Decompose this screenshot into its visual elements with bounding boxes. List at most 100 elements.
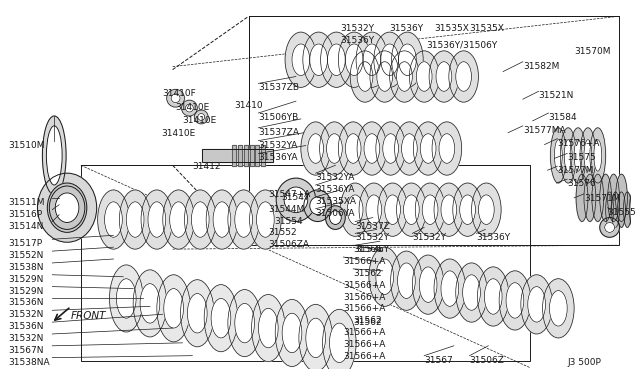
Text: 31506YA: 31506YA: [316, 209, 355, 218]
Bar: [261, 145, 266, 166]
Ellipse shape: [275, 299, 308, 366]
Ellipse shape: [574, 140, 582, 171]
Text: 31506YB: 31506YB: [259, 113, 299, 122]
Text: 31529N: 31529N: [8, 275, 44, 284]
Ellipse shape: [629, 192, 637, 227]
Ellipse shape: [484, 279, 502, 314]
Text: 31577M: 31577M: [557, 166, 594, 175]
Ellipse shape: [439, 134, 455, 163]
Ellipse shape: [506, 283, 524, 318]
Ellipse shape: [323, 309, 356, 372]
Text: 31412: 31412: [193, 162, 221, 171]
Ellipse shape: [141, 190, 173, 249]
Ellipse shape: [600, 218, 620, 237]
Ellipse shape: [395, 122, 424, 175]
Ellipse shape: [188, 294, 207, 333]
Ellipse shape: [330, 323, 349, 363]
Ellipse shape: [383, 134, 399, 163]
Text: 31584: 31584: [548, 113, 577, 122]
Bar: [255, 145, 259, 166]
Text: 31554: 31554: [274, 217, 303, 225]
Ellipse shape: [385, 195, 401, 224]
Text: 31566+A: 31566+A: [343, 340, 386, 349]
Text: 31562: 31562: [353, 316, 382, 325]
Ellipse shape: [282, 313, 302, 353]
Text: 31517P: 31517P: [8, 239, 42, 248]
Ellipse shape: [206, 190, 237, 249]
Text: 31567N: 31567N: [8, 346, 44, 355]
Ellipse shape: [299, 304, 332, 372]
Ellipse shape: [235, 202, 253, 237]
Ellipse shape: [357, 62, 373, 91]
Ellipse shape: [357, 122, 387, 175]
Text: 31566+A: 31566+A: [343, 304, 386, 313]
Ellipse shape: [213, 202, 231, 237]
Ellipse shape: [350, 51, 380, 102]
Text: 31536N: 31536N: [8, 298, 44, 307]
Ellipse shape: [592, 174, 604, 221]
Text: 31547+A: 31547+A: [268, 190, 310, 199]
Text: 31529N: 31529N: [8, 286, 44, 296]
Ellipse shape: [366, 195, 381, 224]
Text: 31566+A: 31566+A: [343, 292, 386, 302]
Ellipse shape: [554, 140, 563, 171]
Ellipse shape: [618, 192, 625, 227]
Ellipse shape: [580, 128, 596, 183]
Ellipse shape: [319, 122, 349, 175]
Text: 31536N: 31536N: [8, 322, 44, 331]
Ellipse shape: [370, 51, 399, 102]
Ellipse shape: [376, 259, 394, 295]
Ellipse shape: [195, 110, 208, 124]
Bar: [81, 165, 530, 360]
Text: 31566+A: 31566+A: [343, 281, 386, 290]
Ellipse shape: [304, 190, 332, 221]
Ellipse shape: [612, 192, 620, 227]
Bar: [248, 16, 618, 245]
Ellipse shape: [104, 202, 122, 237]
Ellipse shape: [363, 44, 381, 76]
Ellipse shape: [191, 202, 209, 237]
Ellipse shape: [420, 134, 436, 163]
Ellipse shape: [328, 44, 345, 76]
Ellipse shape: [441, 271, 459, 307]
Ellipse shape: [164, 289, 184, 328]
Text: 31535X: 31535X: [470, 24, 504, 33]
Ellipse shape: [303, 32, 335, 87]
Ellipse shape: [436, 62, 452, 91]
Text: 31410E: 31410E: [161, 129, 195, 138]
Ellipse shape: [359, 183, 388, 236]
Ellipse shape: [308, 134, 324, 163]
Ellipse shape: [157, 275, 190, 342]
Ellipse shape: [397, 62, 412, 91]
Ellipse shape: [521, 275, 552, 334]
Bar: [202, 148, 273, 162]
Ellipse shape: [116, 279, 136, 318]
Text: 31566+A: 31566+A: [343, 328, 386, 337]
Ellipse shape: [326, 134, 342, 163]
Ellipse shape: [171, 94, 180, 103]
Ellipse shape: [46, 126, 62, 185]
Ellipse shape: [211, 298, 231, 338]
Ellipse shape: [463, 275, 481, 310]
Text: 31562: 31562: [353, 318, 382, 327]
Ellipse shape: [180, 280, 214, 347]
Text: 31535XA: 31535XA: [316, 197, 356, 206]
Text: 31410: 31410: [235, 101, 264, 110]
Ellipse shape: [369, 247, 401, 307]
Ellipse shape: [413, 122, 443, 175]
Text: 31576: 31576: [567, 179, 596, 188]
Ellipse shape: [284, 187, 308, 213]
Text: 31506Z: 31506Z: [470, 356, 504, 365]
Bar: [232, 145, 236, 166]
Ellipse shape: [163, 190, 195, 249]
Text: 31537Z: 31537Z: [355, 221, 390, 231]
Ellipse shape: [133, 270, 166, 337]
Ellipse shape: [550, 291, 567, 326]
Ellipse shape: [326, 206, 345, 230]
Text: FRONT: FRONT: [71, 311, 106, 321]
Text: 31532Y: 31532Y: [412, 233, 446, 242]
Text: 31511M: 31511M: [8, 198, 44, 207]
Ellipse shape: [228, 289, 261, 357]
Ellipse shape: [390, 251, 422, 310]
Text: 31538N: 31538N: [8, 263, 44, 272]
